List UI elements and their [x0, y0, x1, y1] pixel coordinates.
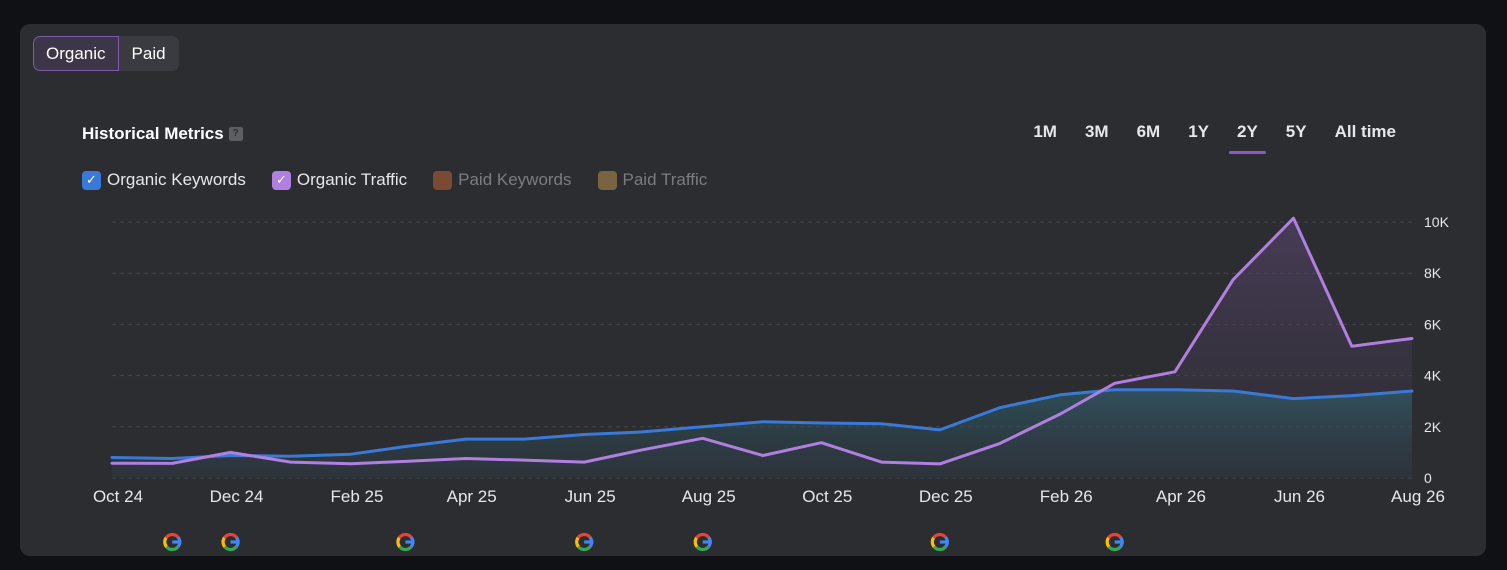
organic-paid-toggle: Organic Paid: [33, 36, 179, 71]
organic-traffic-line[interactable]: [110, 216, 1414, 466]
google-icon[interactable]: [930, 532, 949, 552]
range-all-time[interactable]: All time: [1334, 122, 1396, 141]
y-tick-label: 0: [1424, 470, 1432, 486]
range-1m[interactable]: 1M: [1033, 122, 1057, 141]
x-tick-label: Dec 25: [919, 487, 973, 506]
x-tick-label: Oct 25: [802, 487, 852, 506]
x-tick-label: Feb 26: [1040, 487, 1093, 506]
organic-keywords-line[interactable]: [110, 388, 1414, 460]
x-tick-label: Feb 25: [331, 487, 384, 506]
x-tick-label: Aug 26: [1391, 487, 1445, 506]
x-tick-label: Jun 26: [1274, 487, 1325, 506]
legend-organic-traffic[interactable]: ✓ Organic Traffic: [271, 170, 408, 190]
unchecked-box-icon[interactable]: [597, 170, 617, 190]
legend-label: Organic Traffic: [296, 170, 408, 189]
check-icon[interactable]: ✓: [82, 170, 101, 190]
x-tick-label: Dec 24: [210, 487, 264, 506]
unchecked-box-icon[interactable]: [433, 170, 453, 190]
check-icon[interactable]: ✓: [271, 170, 291, 190]
y-tick-label: 10K: [1424, 214, 1450, 230]
google-icon[interactable]: [163, 532, 182, 552]
section-header: Historical Metrics ?: [82, 124, 243, 144]
legend-organic-keywords[interactable]: ✓ Organic Keywords: [82, 170, 246, 190]
metrics-chart: 0 2K 4K 6K 8K 10K Oct 24 Dec 24 Feb 25 Apr 25 Jun …: [93, 214, 1450, 552]
range-5y[interactable]: 5Y: [1285, 122, 1307, 141]
y-tick-label: 4K: [1424, 368, 1442, 384]
tab-organic[interactable]: Organic: [33, 36, 119, 71]
range-6m[interactable]: 6M: [1136, 122, 1161, 141]
help-icon[interactable]: ?: [228, 127, 243, 141]
google-icon[interactable]: [1105, 532, 1124, 552]
time-range-selector: 1M 3M 6M 1Y 2Y 5Y All time: [1019, 122, 1410, 154]
google-icon[interactable]: [221, 532, 240, 552]
x-tick-label: Jun 25: [565, 487, 616, 506]
series-area: [112, 389, 1412, 478]
legend-label: Paid Keywords: [458, 170, 572, 189]
y-tick-label: 8K: [1424, 265, 1442, 281]
google-icon[interactable]: [575, 532, 594, 552]
range-3m[interactable]: 3M: [1084, 122, 1109, 141]
page-title: Historical Metrics: [82, 124, 224, 143]
range-1y[interactable]: 1Y: [1188, 122, 1209, 141]
x-tick-label: Aug 25: [682, 487, 736, 506]
google-icon[interactable]: [693, 532, 712, 552]
y-tick-label: 2K: [1424, 419, 1442, 435]
tab-paid[interactable]: Paid: [131, 44, 166, 63]
legend-paid-traffic[interactable]: Paid Traffic: [597, 170, 708, 190]
range-2y[interactable]: 2Y: [1223, 122, 1272, 154]
x-tick-label: Apr 25: [447, 487, 497, 506]
x-tick-label: Oct 24: [93, 487, 143, 506]
legend-label: Organic Keywords: [107, 170, 246, 189]
historical-metrics-card: Organic Paid Historical Metrics ? 1M 3M …: [20, 24, 1486, 556]
legend-label: Paid Traffic: [622, 170, 708, 189]
legend-paid-keywords[interactable]: Paid Keywords: [433, 170, 572, 190]
google-icon[interactable]: [396, 532, 415, 552]
x-tick-label: Apr 26: [1156, 487, 1206, 506]
chart-legend: ✓ Organic Keywords ✓ Organic Traffic Pai…: [82, 170, 707, 190]
y-tick-label: 6K: [1424, 316, 1442, 332]
